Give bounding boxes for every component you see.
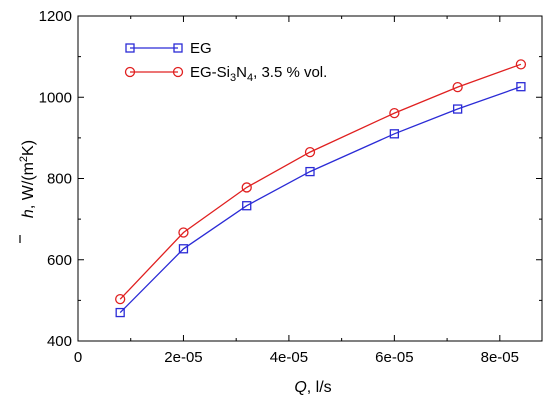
data-point-circle bbox=[241, 182, 252, 193]
y-axis-ticks: 400 600 800 1000 1200 bbox=[39, 8, 542, 350]
y-tick-label: 1000 bbox=[39, 89, 72, 106]
data-point-circle bbox=[452, 81, 463, 93]
legend-label-eg: EG bbox=[190, 40, 212, 57]
y-tick-label: 800 bbox=[47, 171, 72, 188]
data-point-square bbox=[178, 244, 189, 254]
data-point-square bbox=[115, 307, 125, 318]
data-point-square bbox=[389, 129, 400, 139]
legend-label-subscript: 4 bbox=[247, 72, 253, 84]
legend-label-part: , 3.5 % vol. bbox=[253, 64, 327, 81]
y-tick-label: 400 bbox=[47, 333, 72, 350]
data-point-circle bbox=[115, 294, 126, 305]
data-point-circle bbox=[178, 227, 189, 238]
series-layer bbox=[115, 59, 527, 318]
x-axis-ticks: 0 2e-05 4e-05 6e-05 8e-05 bbox=[74, 16, 519, 366]
series-line-0 bbox=[119, 86, 522, 314]
data-point-square bbox=[305, 166, 315, 177]
y-axis-unit-after: K) bbox=[20, 140, 37, 156]
legend-label-subscript: 3 bbox=[230, 72, 236, 84]
data-point-square bbox=[242, 201, 252, 211]
x-tick-label: 4e-05 bbox=[270, 349, 308, 366]
series-line-1 bbox=[119, 63, 522, 300]
data-point-square bbox=[516, 82, 526, 92]
y-axis-symbol: h bbox=[20, 209, 37, 218]
legend-marker-eg-si3n4 bbox=[124, 66, 136, 78]
y-axis-title-group: h, W/(m2K) bbox=[18, 140, 37, 243]
legend-label-eg-si3n4: EG-Si3N4, 3.5 % vol. bbox=[190, 64, 327, 84]
legend: EG EG-Si3N4, 3.5 % vol. bbox=[124, 40, 327, 84]
y-tick-label: 1200 bbox=[39, 8, 72, 25]
y-axis-title: h, W/(m2K) bbox=[18, 140, 37, 218]
x-axis-unit: , l/s bbox=[307, 379, 332, 396]
y-axis-unit-sup: 2 bbox=[18, 156, 30, 162]
data-point-square bbox=[452, 104, 463, 114]
data-point-circle bbox=[389, 107, 400, 119]
data-point-circle bbox=[304, 146, 316, 158]
y-tick-label: 600 bbox=[47, 252, 72, 269]
data-point-circle bbox=[515, 59, 527, 70]
y-axis-unit-before: , W/(m bbox=[20, 162, 37, 209]
x-tick-label: 6e-05 bbox=[375, 349, 413, 366]
x-tick-label: 2e-05 bbox=[164, 349, 202, 366]
legend-marker-eg-si3n4 bbox=[172, 66, 184, 78]
x-tick-label: 8e-05 bbox=[481, 349, 519, 366]
x-tick-label: 0 bbox=[74, 349, 82, 366]
legend-label-part: EG-Si bbox=[190, 64, 230, 81]
x-axis-symbol: Q bbox=[294, 379, 306, 396]
legend-label-part: N bbox=[236, 64, 247, 81]
legend-marker-eg bbox=[173, 43, 183, 53]
legend-marker-eg bbox=[125, 43, 135, 53]
x-axis-title: Q, l/s bbox=[294, 379, 331, 396]
